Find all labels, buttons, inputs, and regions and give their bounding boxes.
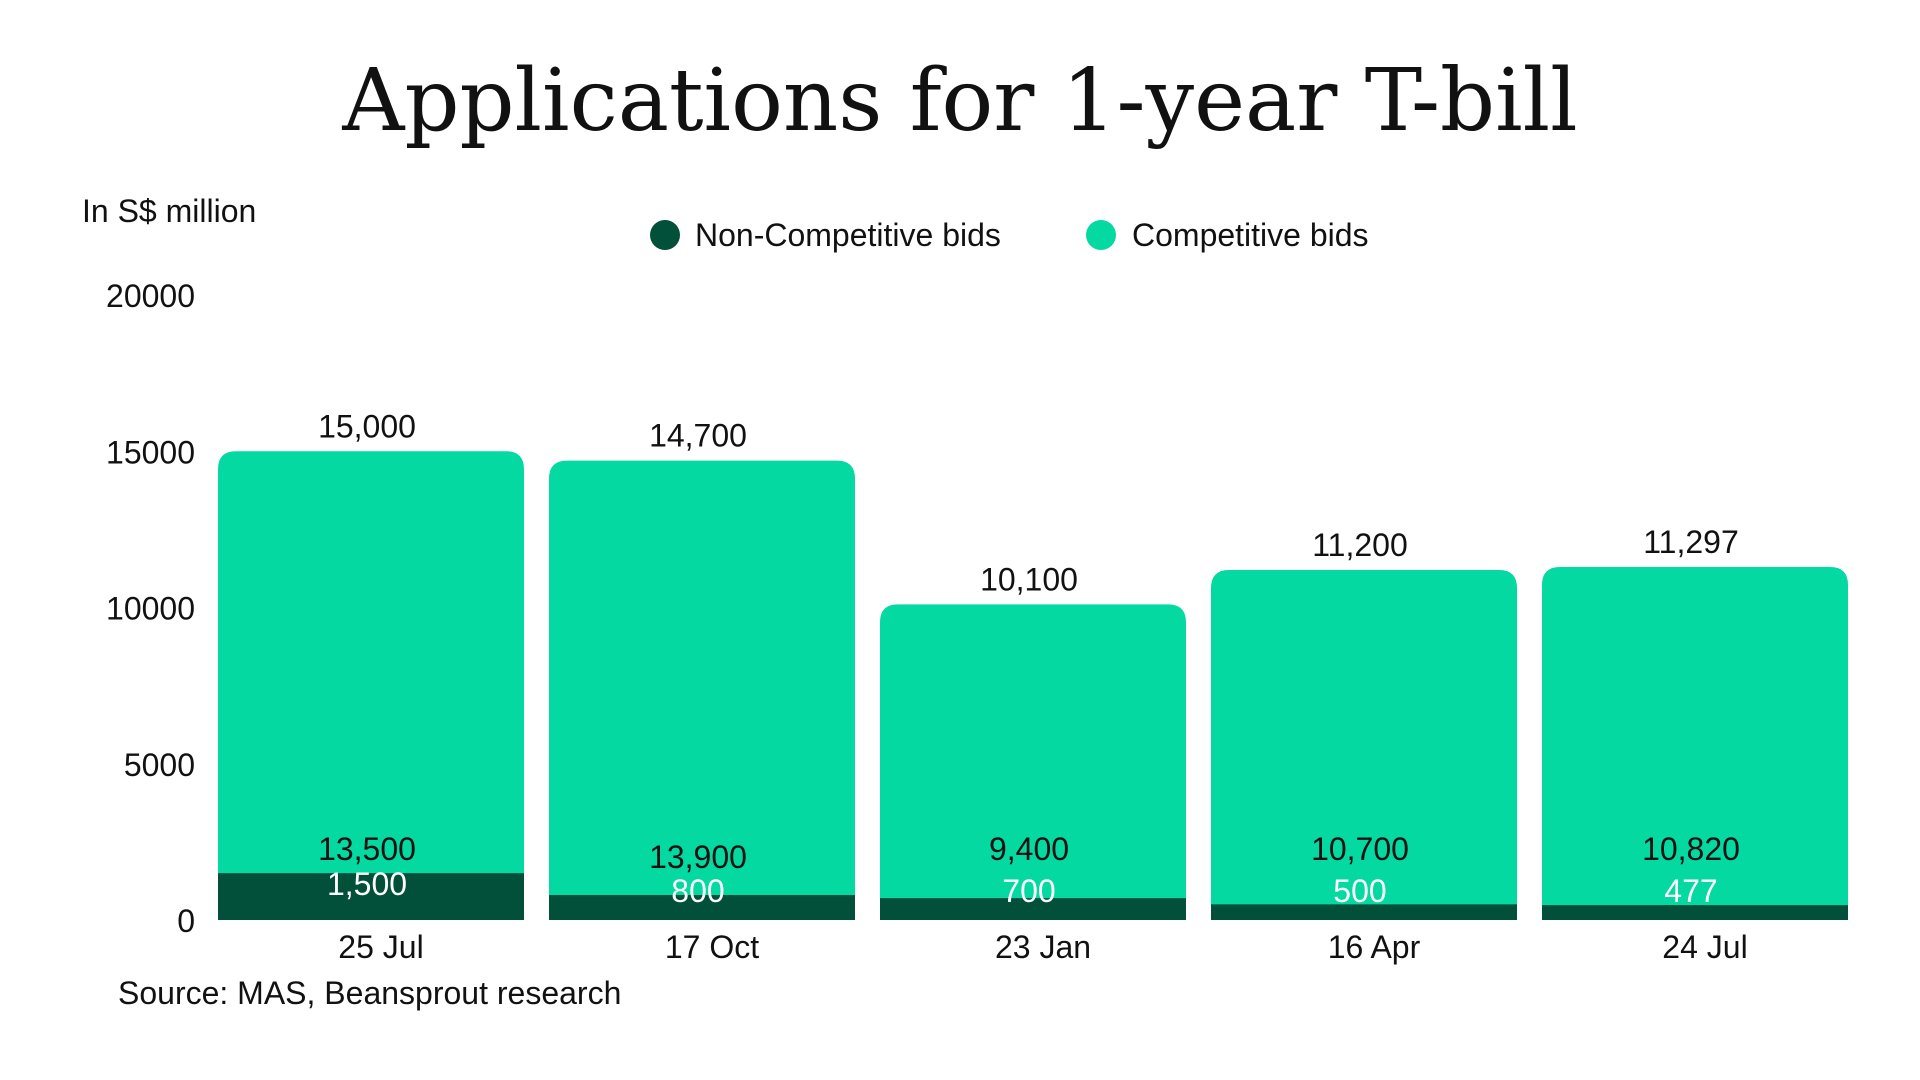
legend-label-non-competitive: Non-Competitive bids bbox=[695, 217, 1001, 253]
total-label: 14,700 bbox=[649, 418, 747, 454]
total-label: 10,100 bbox=[980, 561, 1078, 597]
competitive-value-label: 10,700 bbox=[1311, 831, 1409, 867]
bar-competitive bbox=[218, 451, 524, 920]
bar-competitive bbox=[1542, 566, 1848, 920]
chart-title: Applications for 1-year T-bill bbox=[341, 51, 1577, 151]
bar-competitive bbox=[549, 460, 855, 920]
competitive-value-label: 10,820 bbox=[1642, 831, 1740, 867]
x-tick-label: 16 Apr bbox=[1328, 929, 1421, 965]
non-competitive-value-label: 800 bbox=[671, 873, 724, 909]
non-competitive-value-label: 500 bbox=[1333, 873, 1386, 909]
y-axis-label: In S$ million bbox=[82, 193, 256, 229]
legend: Non-Competitive bids Competitive bids bbox=[650, 217, 1369, 253]
y-tick-label: 20000 bbox=[106, 278, 195, 314]
y-tick-label: 10000 bbox=[106, 591, 195, 627]
legend-label-competitive: Competitive bids bbox=[1132, 217, 1369, 253]
source-note: Source: MAS, Beansprout research bbox=[118, 975, 621, 1011]
competitive-value-label: 13,500 bbox=[318, 831, 416, 867]
bar-non-competitive bbox=[218, 873, 524, 920]
x-tick-label: 17 Oct bbox=[665, 929, 759, 965]
x-tick-label: 24 Jul bbox=[1662, 929, 1747, 965]
bar-non-competitive bbox=[880, 898, 1186, 920]
x-tick-label: 25 Jul bbox=[338, 929, 423, 965]
non-competitive-value-label: 700 bbox=[1002, 873, 1055, 909]
y-axis-ticks: 0 5000 10000 15000 20000 bbox=[106, 278, 195, 939]
non-competitive-value-label: 1,500 bbox=[327, 866, 407, 902]
competitive-value-label: 9,400 bbox=[989, 831, 1069, 867]
y-tick-label: 5000 bbox=[124, 747, 195, 783]
x-axis-ticks: 25 Jul 17 Oct 23 Jan 16 Apr 24 Jul bbox=[338, 929, 1747, 965]
bar-competitive bbox=[1211, 570, 1517, 920]
total-label: 11,297 bbox=[1643, 524, 1739, 560]
non-competitive-value-label: 477 bbox=[1664, 873, 1717, 909]
x-tick-label: 23 Jan bbox=[995, 929, 1091, 965]
bar-non-competitive bbox=[1542, 905, 1848, 920]
total-label: 15,000 bbox=[318, 408, 416, 444]
total-label: 11,200 bbox=[1312, 527, 1408, 563]
bar-competitive bbox=[880, 604, 1186, 920]
competitive-value-label: 13,900 bbox=[649, 839, 747, 875]
y-tick-label: 15000 bbox=[106, 434, 195, 470]
bar-non-competitive bbox=[1211, 904, 1517, 920]
legend-swatch-competitive bbox=[1086, 220, 1116, 250]
y-tick-label: 0 bbox=[177, 903, 195, 939]
legend-swatch-non-competitive bbox=[650, 220, 680, 250]
bar-non-competitive bbox=[549, 895, 855, 920]
